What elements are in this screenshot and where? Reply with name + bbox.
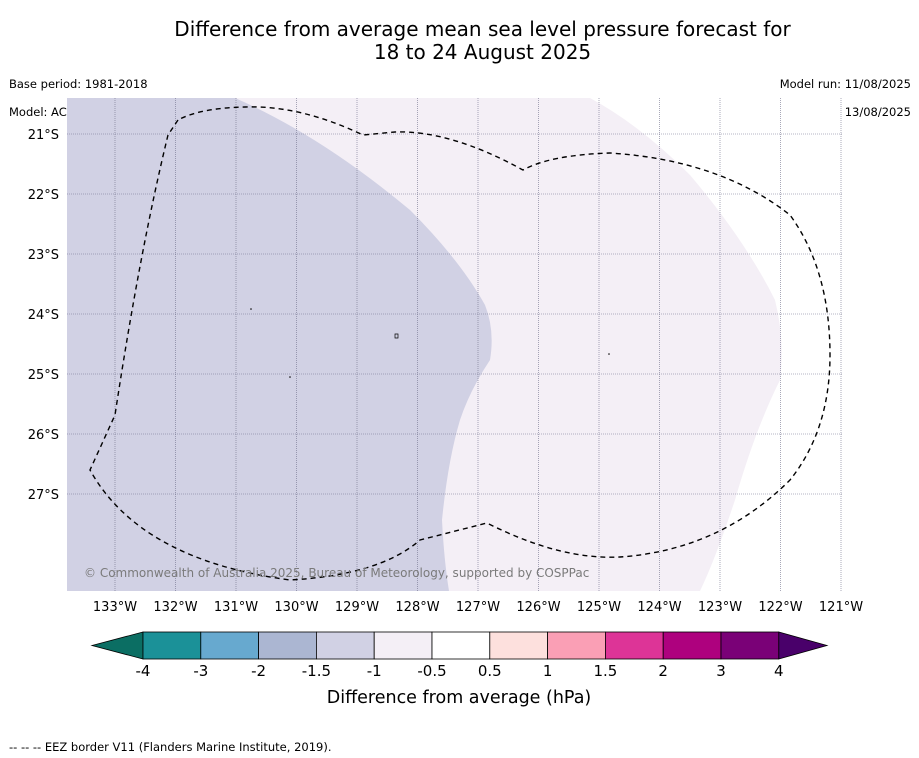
longitude-label: 133°W: [93, 600, 137, 615]
island-marker: [394, 333, 399, 339]
colorbar-swatch: [258, 631, 317, 660]
longitude-label: 122°W: [758, 600, 802, 615]
longitude-label: 121°W: [819, 600, 863, 615]
colorbar: -4 -3 -2 -1.5 -1 -0.5 0.5 1 1.5 2 3 4: [90, 631, 829, 680]
island-marker: [289, 376, 291, 378]
longitude-label: 124°W: [637, 600, 681, 615]
island-marker: [608, 353, 610, 355]
colorbar-swatch: [605, 631, 664, 660]
colorbar-extend-high: [778, 631, 829, 660]
base-period: Base period: 1981-2018: [9, 77, 148, 91]
colorbar-title: Difference from average (hPa): [327, 688, 592, 708]
longitude-label: 131°W: [214, 600, 258, 615]
colorbar-swatch: [373, 631, 433, 660]
colorbar-tick-label: 4: [774, 662, 784, 680]
colorbar-tick-label: -1: [367, 662, 382, 680]
latitude-labels: 21°S 22°S 23°S 24°S 25°S 26°S 27°S: [28, 128, 59, 503]
colorbar-tick-label: -3: [193, 662, 208, 680]
longitude-label: 132°W: [153, 600, 197, 615]
longitude-label: 126°W: [516, 600, 560, 615]
colorbar-swatch: [200, 631, 260, 660]
longitude-label: 130°W: [274, 600, 318, 615]
colorbar-swatch: [662, 631, 722, 660]
map-panel: © Commonwealth of Australia 2025, Bureau…: [67, 98, 843, 591]
latitude-label: 23°S: [28, 248, 59, 263]
colorbar-tick-label: -1.5: [302, 662, 331, 680]
colorbar-swatch: [431, 631, 491, 660]
longitude-label: 128°W: [395, 600, 439, 615]
colorbar-tick-label: 3: [716, 662, 726, 680]
colorbar-swatch: [720, 631, 780, 660]
colorbar-tick-label: 1: [543, 662, 553, 680]
chart-title: Difference from average mean sea level p…: [174, 17, 791, 64]
colorbar-tick-label: 1.5: [593, 662, 617, 680]
longitude-labels: 133°W 132°W 131°W 130°W 129°W 128°W 127°W 126°W…: [93, 600, 863, 615]
anomaly-region-minus-1-5-to-minus-1: [67, 98, 492, 591]
eez-border: [89, 106, 831, 581]
copyright-notice: © Commonwealth of Australia 2025, Bureau…: [84, 566, 589, 580]
model-run-date: Model run: 11/08/2025: [779, 77, 911, 91]
colorbar-tick-label: 0.5: [478, 662, 502, 680]
latitude-label: 26°S: [28, 428, 59, 443]
colorbar-tick-label: -2: [251, 662, 266, 680]
latitude-label: 22°S: [28, 188, 59, 203]
colorbar-tick-label: -4: [136, 662, 151, 680]
colorbar-tick-label: 2: [658, 662, 668, 680]
island-marker: [250, 308, 252, 310]
latitude-label: 27°S: [28, 488, 59, 503]
latitude-label: 21°S: [28, 128, 59, 143]
colorbar-swatch: [142, 631, 202, 660]
longitude-label: 129°W: [335, 600, 379, 615]
longitude-label: 123°W: [698, 600, 742, 615]
eez-footnote: -- -- -- EEZ border V11 (Flanders Marine…: [9, 740, 332, 754]
graticule: [67, 98, 843, 591]
colorbar-swatch: [547, 631, 606, 660]
latitude-label: 24°S: [28, 308, 59, 323]
longitude-label: 127°W: [456, 600, 500, 615]
colorbar-extend-low: [90, 631, 144, 660]
map-figure: © Commonwealth of Australia 2025, Bureau…: [28, 98, 863, 708]
longitude-label: 125°W: [577, 600, 621, 615]
latitude-label: 25°S: [28, 368, 59, 383]
colorbar-swatch: [315, 631, 375, 660]
colorbar-tick-label: -0.5: [417, 662, 446, 680]
colorbar-swatch: [489, 631, 548, 660]
